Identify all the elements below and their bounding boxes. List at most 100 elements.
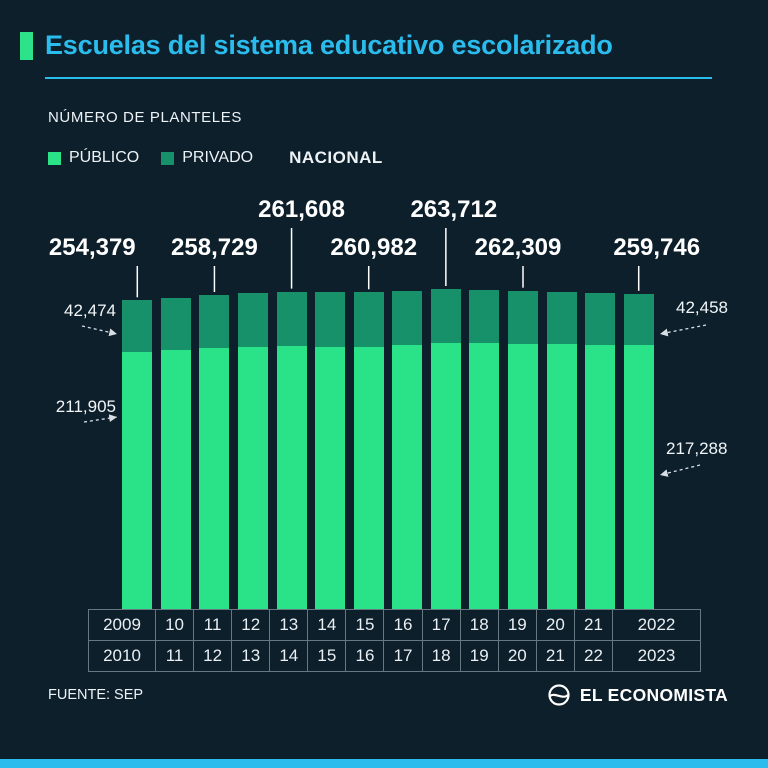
year-cell: 11: [194, 610, 233, 641]
page-title: Escuelas del sistema educativo escolariz…: [45, 30, 613, 60]
bar-slot-10-11: [157, 289, 196, 609]
legend-item-privado: PRIVADO: [161, 149, 253, 167]
bar-19-20: [508, 290, 539, 609]
year-cell: 21: [574, 610, 613, 641]
legend-label: PÚBLICO: [69, 149, 140, 166]
year-cell: 12: [232, 610, 271, 641]
year-cell: 20: [536, 610, 575, 641]
year-row-2: 2010 11 12 13 14 15 16 17 18 19 20 21 22 2023: [89, 641, 701, 672]
segment-private: [276, 291, 307, 346]
year-cell: 14: [270, 641, 309, 672]
segment-public: [315, 346, 346, 609]
el-economista-logo-icon: [548, 684, 570, 706]
year-cell: 15: [346, 610, 385, 641]
segment-private: [469, 289, 500, 344]
private-value-label-right: 42,458: [676, 298, 728, 317]
title-accent-bar: [20, 31, 33, 60]
year-cell: 16: [346, 641, 385, 672]
legend-swatch-privado: [161, 151, 175, 165]
legend-item-nacional: NACIONAL: [289, 148, 383, 168]
bar-slot-19-20: [504, 289, 543, 609]
segment-public: [199, 348, 230, 609]
year-cell: 2022: [612, 610, 701, 641]
year-cell: 22: [574, 641, 613, 672]
segment-public: [353, 346, 384, 609]
segment-private: [353, 292, 384, 347]
bar-slot-21-22: [581, 289, 620, 609]
segment-private: [585, 293, 616, 345]
segment-private: [392, 290, 423, 345]
legend: PÚBLICO PRIVADO NACIONAL: [48, 148, 768, 168]
arrow-public-right: [659, 464, 701, 477]
legend-label: NACIONAL: [289, 148, 383, 167]
segment-public: [160, 349, 191, 609]
public-value-label-left: 211,905: [55, 397, 116, 416]
year-cell: 13: [232, 641, 271, 672]
year-cell: 19: [498, 610, 537, 641]
bar-20-21: [546, 292, 577, 609]
segment-private: [315, 291, 346, 347]
chart-subtitle: NÚMERO DE PLANTELES: [48, 109, 242, 126]
total-label-15-16: 260,982: [330, 234, 418, 261]
bar-slot-14-15: [311, 289, 350, 609]
bar-slot-20-21: [542, 289, 581, 609]
total-label-2022-2023: 259,746: [613, 234, 701, 261]
total-label-19-20: 262,309: [474, 234, 562, 261]
segment-private: [199, 295, 230, 348]
bottom-accent-strip: [0, 759, 768, 768]
arrow-private-right: [659, 324, 707, 337]
bar-2009-2010: [122, 300, 153, 609]
x-axis-year-table: 2009 10 11 12 13 14 15 16 17 18 19 20 21 2022 2010 11 12…: [88, 609, 701, 672]
brand-name: EL ECONOMISTA: [579, 684, 728, 705]
total-label-13-14: 261,608: [258, 196, 345, 223]
bar-14-15: [315, 291, 346, 609]
bar-slot-16-17: [388, 289, 427, 609]
bar-slot-11-12: [195, 289, 234, 609]
bar-slot-17-18: [427, 289, 466, 609]
bar-slot-15-16: [349, 289, 388, 609]
year-cell: 16: [384, 610, 423, 641]
bar-21-22: [585, 293, 616, 609]
brand: EL ECONOMISTA: [547, 683, 728, 707]
year-cell: 2023: [612, 641, 701, 672]
bar-12-13: [238, 293, 269, 609]
bar-13-14: [276, 291, 307, 609]
year-cell: 21: [536, 641, 575, 672]
segment-private: [623, 293, 654, 346]
bars-area: [118, 289, 658, 609]
year-cell: 13: [270, 610, 309, 641]
arrow-public-left: [83, 414, 118, 423]
year-cell: 18: [422, 641, 461, 672]
header: Escuelas del sistema educativo escolariz…: [20, 30, 720, 61]
segment-private: [508, 290, 539, 344]
year-cell: 20: [498, 641, 537, 672]
bar-slot-2022-2023: [620, 289, 659, 609]
bar-16-17: [392, 290, 423, 609]
bar-10-11: [160, 297, 191, 609]
bar-slot-2009-2010: [118, 289, 157, 609]
segment-private: [160, 297, 191, 350]
segment-private: [122, 300, 153, 352]
segment-public: [508, 343, 539, 609]
legend-swatch-público: [48, 151, 61, 165]
bar-slot-13-14: [272, 289, 311, 609]
year-cell: 2010: [89, 641, 156, 672]
legend-label: PRIVADO: [182, 149, 254, 166]
segment-public: [122, 351, 153, 609]
segment-public: [546, 344, 577, 609]
stacked-bar-chart: 42,474 211,905 42,458 217,288 2009 10 11 12…: [0, 174, 768, 679]
arrow-private-left: [81, 325, 118, 337]
total-label-11-12: 258,729: [171, 234, 258, 261]
source-note: FUENTE: SEP: [48, 687, 144, 703]
segment-public: [276, 346, 307, 609]
footer: FUENTE: SEP EL ECONOMISTA: [0, 683, 768, 707]
segment-private: [546, 292, 577, 345]
segment-private: [430, 289, 461, 343]
segment-public: [585, 344, 616, 609]
year-row-1: 2009 10 11 12 13 14 15 16 17 18 19 20 21 2022: [89, 610, 701, 641]
segment-public: [623, 345, 654, 609]
title-underline: [45, 77, 712, 79]
segment-public: [469, 343, 500, 609]
year-cell: 10: [156, 610, 195, 641]
